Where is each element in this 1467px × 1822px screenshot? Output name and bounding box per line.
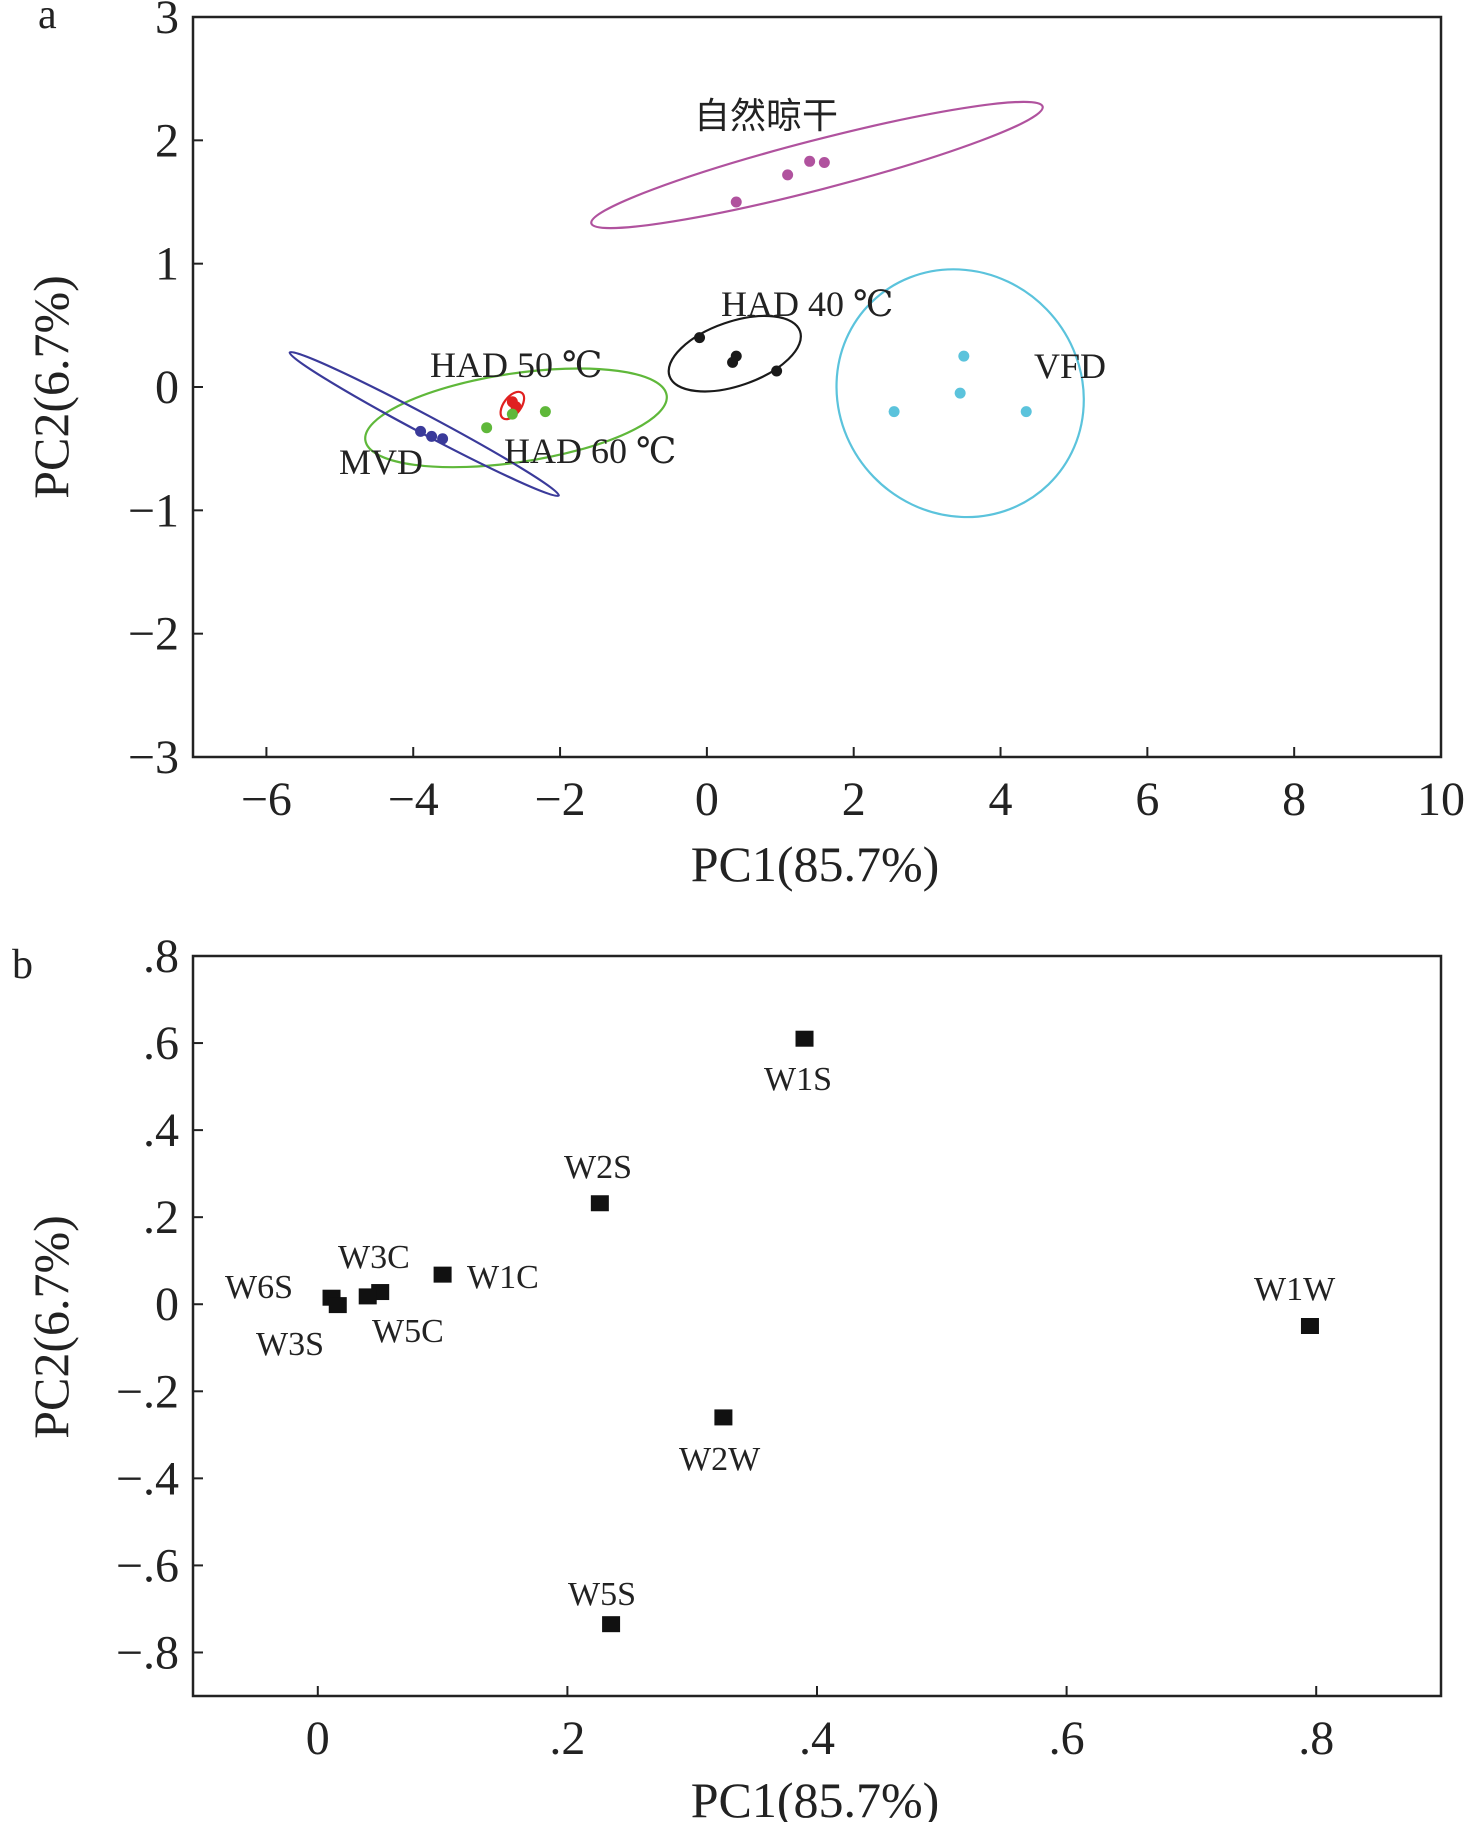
panel-a-confidence-ellipses <box>288 100 1085 519</box>
ellipse-vfd <box>835 268 1085 519</box>
panel-b-x-tick-label: .4 <box>799 1712 835 1765</box>
group-label-had-50: HAD 50 ℃ <box>430 345 602 385</box>
panel-a-label: a <box>38 0 57 38</box>
sensor-point-w1s <box>795 1030 814 1047</box>
sensor-point-w2w <box>714 1409 733 1426</box>
panel-a-axis-ticks: −6 −4 −2 0 2 4 6 8 10 −3 −2 −1 0 1 2 3 <box>128 0 1465 826</box>
panel-b-y-tick-label: .4 <box>143 1104 179 1157</box>
panel-a-score-plot: a −6 −4 −2 0 2 4 6 8 10 −3 −2 −1 0 1 2 3 自然晾干 HAD 40 ℃ … <box>23 0 1465 892</box>
panel-a-x-tick-label: 4 <box>989 773 1013 826</box>
sensor-point-w5c <box>358 1288 377 1305</box>
panel-a-y-tick-label: 1 <box>155 238 179 291</box>
ellipse-had-60 <box>364 367 668 469</box>
point-natural-drying <box>730 196 742 208</box>
panel-a-y-tick-label: 0 <box>155 361 179 414</box>
sensor-label-w1s: W1S <box>764 1061 832 1098</box>
group-label-vfd: VFD <box>1034 346 1106 386</box>
point-mvd <box>426 430 438 442</box>
point-vfd <box>954 387 966 399</box>
panel-a-y-tick-label: −3 <box>128 731 179 784</box>
panel-b-axis-ticks: 0 .2 .4 .6 .8 −.8 −.6 −.4 −.2 0 .2 .4 .6 .8 <box>116 930 1334 1765</box>
sensor-point-w3s <box>328 1297 347 1314</box>
panel-b-x-axis-title: PC1(85.7%) <box>691 1772 940 1822</box>
panel-a-x-tick-label: 0 <box>695 773 719 826</box>
panel-a-x-tick-label: −6 <box>241 773 292 826</box>
panel-b-y-tick-label: .6 <box>143 1017 179 1070</box>
panel-b-x-tick-label: .6 <box>1049 1712 1085 1765</box>
point-natural-drying <box>804 155 816 167</box>
panel-b-y-tick-label: −.8 <box>116 1626 179 1679</box>
group-label-had-40: HAD 40 ℃ <box>721 284 893 324</box>
point-had-40 <box>694 332 706 344</box>
sensor-label-w1w: W1W <box>1254 1271 1336 1308</box>
group-label-mvd: MVD <box>339 442 423 482</box>
panel-a-y-tick-label: 2 <box>155 114 179 167</box>
panel-b-y-axis-title: PC2(6.7%) <box>23 1215 79 1439</box>
point-mvd <box>415 425 427 437</box>
panel-b-sensor-points <box>322 1030 1319 1633</box>
point-had-60 <box>481 422 493 434</box>
point-vfd <box>888 406 900 418</box>
panel-a-x-tick-label: −2 <box>535 773 586 826</box>
panel-b-y-tick-label: −.2 <box>116 1365 179 1418</box>
ellipse-natural-drying <box>590 100 1044 230</box>
point-had-40 <box>730 350 742 362</box>
panel-b-x-tick-label: .8 <box>1298 1712 1334 1765</box>
panel-a-x-tick-label: 10 <box>1417 773 1465 826</box>
ellipse-had-40 <box>667 314 802 393</box>
panel-a-y-tick-label: −2 <box>128 608 179 661</box>
panel-a-y-tick-label: 3 <box>155 0 179 44</box>
panel-b-loading-plot: b 0 .2 .4 .6 .8 −.8 −.6 −.4 −.2 0 .2 .4 .6 .8 W1S W2S… <box>12 930 1443 1822</box>
panel-b-y-tick-label: −.6 <box>116 1539 179 1592</box>
sensor-label-w5s: W5S <box>568 1576 636 1613</box>
panel-a-y-tick-label: −1 <box>128 484 179 537</box>
point-had-60 <box>539 406 551 418</box>
sensor-point-w5s <box>602 1616 621 1633</box>
panel-b-y-tick-label: 0 <box>155 1278 179 1331</box>
panel-b-x-tick-label: 0 <box>306 1712 330 1765</box>
group-label-natural-drying: 自然晾干 <box>694 96 838 136</box>
panel-a-x-tick-label: 8 <box>1282 773 1306 826</box>
sensor-label-w2w: W2W <box>679 1441 761 1478</box>
sensor-point-w2s <box>590 1195 609 1212</box>
panel-a-data-points <box>415 155 1032 445</box>
sensor-label-w5c: W5C <box>372 1313 444 1350</box>
panel-a-x-tick-label: 2 <box>842 773 866 826</box>
point-had-60 <box>506 408 518 420</box>
sensor-point-w1w <box>1300 1318 1319 1334</box>
group-label-had-60: HAD 60 ℃ <box>504 431 676 471</box>
sensor-label-w2s: W2S <box>564 1149 632 1186</box>
panel-b-y-tick-label: .2 <box>143 1191 179 1244</box>
sensor-label-w6s: W6S <box>225 1269 293 1306</box>
point-vfd <box>1020 406 1032 418</box>
panel-a-x-tick-label: −4 <box>388 773 439 826</box>
panel-a-y-axis-title: PC2(6.7%) <box>23 275 79 499</box>
panel-a-group-labels: 自然晾干 HAD 40 ℃ VFD HAD 50 ℃ HAD 60 ℃ MVD <box>339 96 1106 482</box>
point-vfd <box>958 350 970 362</box>
point-had-40 <box>771 365 783 377</box>
panel-b-sensor-labels: W1S W2S W3C W1C W6S W3S W5C W1W W2W W5S <box>225 1061 1336 1613</box>
point-natural-drying <box>782 169 794 181</box>
point-natural-drying <box>818 157 830 169</box>
panel-b-label: b <box>12 942 33 988</box>
sensor-label-w1c: W1C <box>467 1259 539 1296</box>
panel-a-x-axis-title: PC1(85.7%) <box>691 836 940 892</box>
panel-b-y-tick-label: −.4 <box>116 1452 179 1505</box>
point-mvd <box>437 433 449 445</box>
sensor-label-w3c: W3C <box>338 1239 410 1276</box>
panel-b-x-tick-label: .2 <box>549 1712 585 1765</box>
panel-b-y-tick-label: .8 <box>143 930 179 983</box>
sensor-label-w3s: W3S <box>256 1326 324 1363</box>
sensor-point-w1c <box>433 1266 452 1283</box>
panel-a-x-tick-label: 6 <box>1135 773 1159 826</box>
